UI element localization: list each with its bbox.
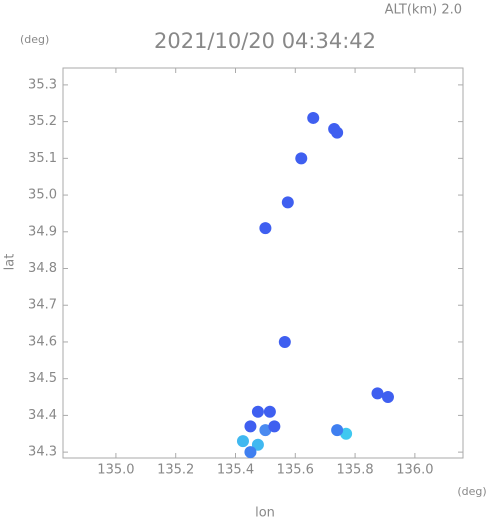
echo (263, 405, 276, 418)
echo (331, 424, 344, 437)
x-tick-label: 135.4 (217, 463, 254, 478)
echo (278, 335, 291, 348)
y-tick-label: 34.7 (28, 298, 57, 313)
echo (268, 420, 281, 433)
echo (295, 152, 308, 165)
y-unit: (deg) (20, 33, 49, 46)
y-tick-label: 34.8 (28, 261, 57, 276)
echo (331, 126, 344, 139)
y-tick-label: 35.0 (28, 188, 57, 203)
y-tick-label: 34.5 (28, 371, 57, 386)
echo (251, 405, 264, 418)
y-tick-label: 34.9 (28, 224, 57, 239)
altitude: ALT(km) 2.0 (385, 3, 462, 18)
x-tick-label: 136.0 (396, 463, 433, 478)
y-tick-label: 35.1 (28, 151, 57, 166)
y-axis-label: lat (3, 254, 18, 271)
x-axis-label: lon (255, 506, 275, 521)
x-unit: (deg) (457, 485, 486, 498)
x-tick-label: 135.0 (97, 463, 134, 478)
echo (281, 196, 294, 209)
echo (236, 435, 249, 448)
y-tick-label: 35.3 (28, 77, 57, 92)
x-tick-label: 135.2 (157, 463, 194, 478)
x-tick-label: 135.8 (336, 463, 373, 478)
y-tick-label: 34.6 (28, 334, 57, 349)
echo (307, 111, 320, 124)
y-tick-label: 34.4 (28, 408, 57, 423)
echo (259, 424, 272, 437)
y-tick-label: 34.3 (28, 445, 57, 460)
echo (340, 427, 353, 440)
echo (244, 446, 257, 459)
chart-title: 2021/10/20 04:34:42 (154, 29, 376, 53)
x-tick-label: 135.6 (277, 463, 314, 478)
echo (251, 438, 264, 451)
echo (259, 222, 272, 235)
echo (371, 387, 384, 400)
echo (244, 420, 257, 433)
plot-frame (62, 67, 464, 459)
y-tick-label: 35.2 (28, 114, 57, 129)
echo (381, 391, 394, 404)
